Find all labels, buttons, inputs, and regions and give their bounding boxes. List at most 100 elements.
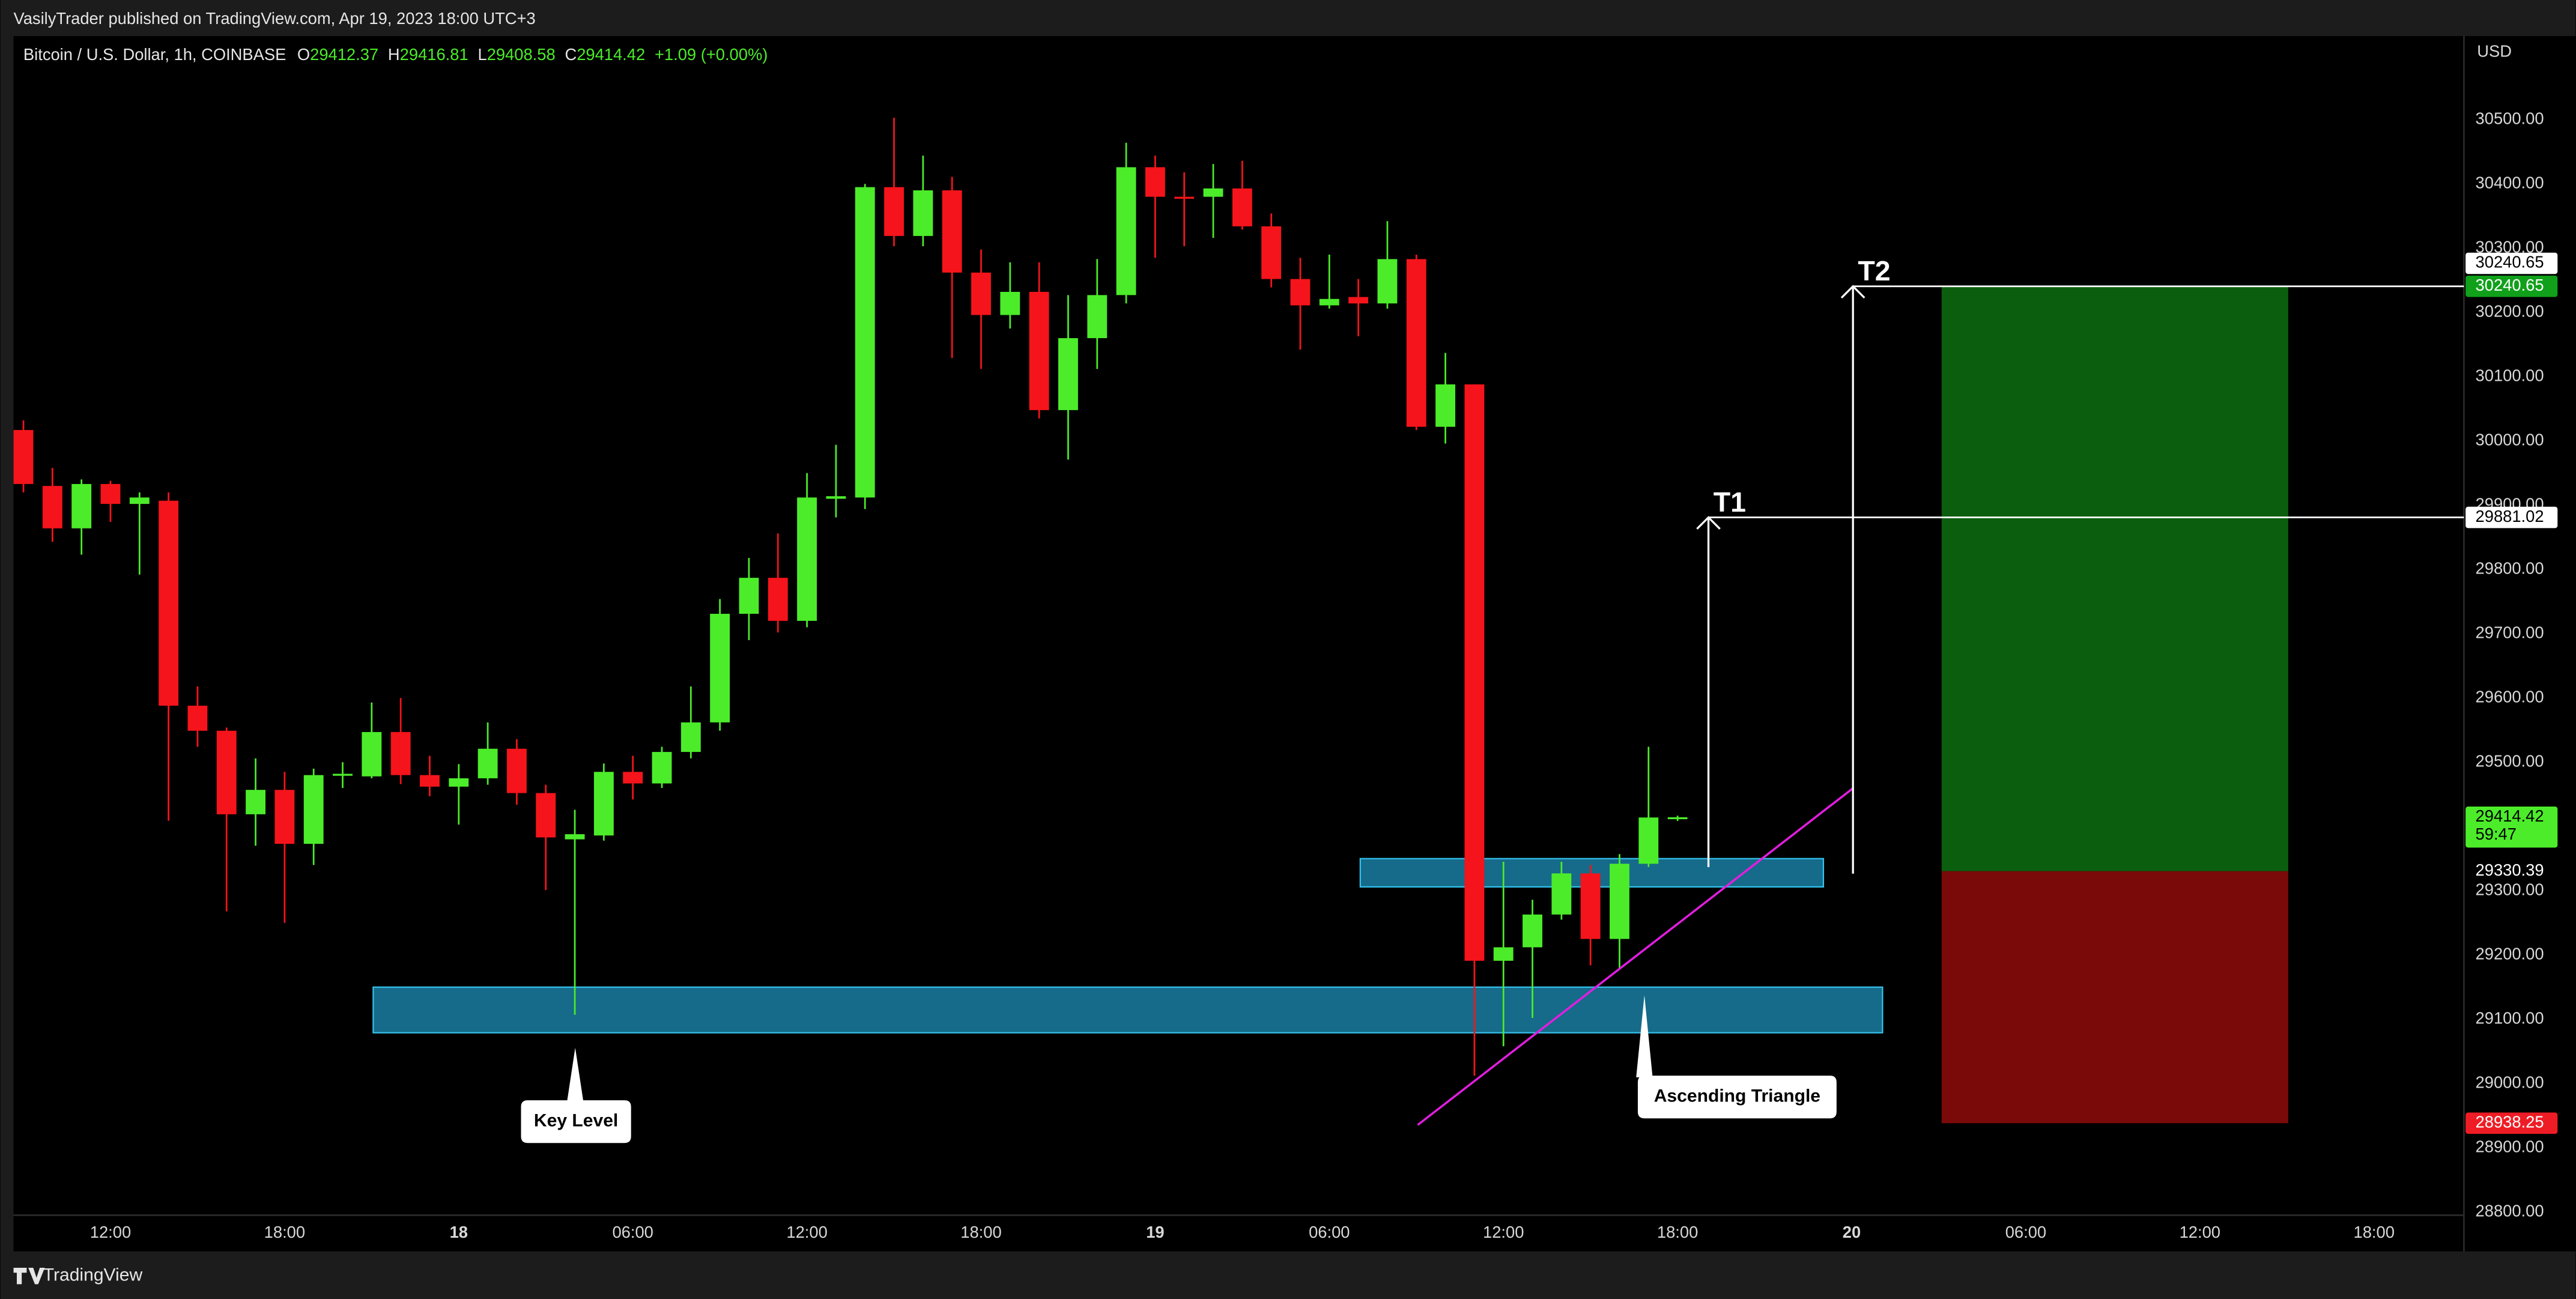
price-tag bbox=[2465, 860, 2558, 882]
x-tick-label: 06:00 bbox=[2005, 1223, 2046, 1241]
candle-body bbox=[1029, 292, 1049, 410]
y-tick-label: 30100.00 bbox=[2476, 366, 2544, 384]
level-label: T2 bbox=[1858, 255, 1890, 286]
callout-text: Ascending Triangle bbox=[1654, 1086, 1820, 1106]
close-value: 29414.42 bbox=[577, 45, 645, 64]
prefix: C bbox=[565, 45, 577, 64]
candle-body bbox=[13, 430, 34, 484]
y-tick-label: 30000.00 bbox=[2476, 430, 2544, 449]
zone bbox=[372, 986, 1884, 1034]
candle-body bbox=[1232, 188, 1252, 226]
candle-body bbox=[449, 778, 469, 787]
published: VasilyTrader published on TradingView.co… bbox=[14, 9, 536, 28]
price-tag bbox=[2465, 252, 2558, 274]
plot bbox=[13, 118, 2464, 1126]
candle-body bbox=[1493, 947, 1514, 961]
y-tick-label: 29600.00 bbox=[2476, 687, 2544, 706]
price-tag-label: 30240.65 bbox=[2476, 253, 2544, 271]
candle-body bbox=[1610, 864, 1629, 939]
x-tick-label: 18:00 bbox=[960, 1223, 1001, 1241]
price-tag bbox=[2465, 1112, 2558, 1134]
level-label: T1 bbox=[1714, 486, 1746, 518]
price-tag bbox=[2465, 275, 2558, 297]
candle-body bbox=[1377, 259, 1398, 304]
candle-body bbox=[1174, 196, 1195, 199]
change: +1.09 (+0.00%) bbox=[655, 45, 768, 64]
candle-body bbox=[1523, 914, 1542, 948]
candle-body bbox=[1145, 167, 1165, 197]
y-tick-label: 29300.00 bbox=[2476, 880, 2544, 898]
candle-body bbox=[1406, 259, 1426, 427]
candle-body bbox=[826, 496, 846, 499]
trendline bbox=[1417, 787, 1854, 1126]
x-tick-label: 20 bbox=[1843, 1223, 1861, 1241]
candle-body bbox=[333, 774, 353, 776]
candle-body bbox=[1638, 817, 1659, 864]
candle-body bbox=[1319, 298, 1339, 306]
price-tag-label: 28938.25 bbox=[2476, 1112, 2544, 1131]
open-value: 29412.37 bbox=[310, 45, 378, 64]
candle-body bbox=[477, 748, 498, 778]
candle-body bbox=[159, 500, 179, 706]
candle-body bbox=[768, 578, 788, 621]
candle-body bbox=[884, 187, 904, 236]
y-tick-label: 29200.00 bbox=[2476, 944, 2544, 963]
candle-body bbox=[390, 731, 411, 775]
x-tick-label: 19 bbox=[1146, 1223, 1164, 1241]
currency: USD bbox=[2477, 42, 2512, 61]
x-tick-label: 06:00 bbox=[612, 1223, 653, 1241]
candle-body bbox=[274, 790, 295, 844]
candle-body bbox=[913, 190, 933, 236]
candle-body bbox=[420, 775, 440, 787]
arrow bbox=[1840, 285, 1865, 874]
price-tag bbox=[2465, 506, 2558, 528]
x-tick-label: 12:00 bbox=[786, 1223, 827, 1241]
logo bbox=[13, 1268, 45, 1285]
candle-body bbox=[855, 187, 875, 498]
candle-body bbox=[42, 486, 62, 528]
low-value: 29408.58 bbox=[487, 45, 556, 64]
candle-body bbox=[797, 497, 817, 621]
candle-body bbox=[1087, 295, 1108, 339]
y-tick-label: 30500.00 bbox=[2476, 109, 2544, 127]
candle-body bbox=[710, 614, 730, 722]
x-tick-label: 18:00 bbox=[264, 1223, 305, 1241]
legend: Bitcoin / U.S. Dollar, 1h, COINBASE O294… bbox=[23, 45, 768, 64]
x-tick-label: 18 bbox=[450, 1223, 468, 1241]
loss-zone bbox=[1941, 871, 2288, 1124]
price-tag-label: 30240.65 bbox=[2476, 276, 2544, 294]
candle-body bbox=[1464, 384, 1485, 961]
price-tag bbox=[2465, 807, 2558, 848]
price-tag-label: 29330.39 bbox=[2476, 861, 2544, 879]
candle-body bbox=[187, 706, 208, 731]
symbol: Bitcoin / U.S. Dollar, 1h, COINBASE bbox=[23, 45, 286, 64]
candle-body bbox=[1261, 226, 1282, 279]
candle-body bbox=[506, 748, 527, 793]
candle-body bbox=[593, 772, 614, 836]
prefix: L bbox=[477, 45, 486, 64]
y-tick-label: 30200.00 bbox=[2476, 301, 2544, 320]
candle-body bbox=[362, 731, 382, 777]
candle-body bbox=[71, 483, 92, 528]
candle-body bbox=[652, 752, 672, 784]
arrow bbox=[1696, 516, 1721, 867]
x-tick-label: 18:00 bbox=[1657, 1223, 1698, 1241]
price-tag-label: 29881.02 bbox=[2476, 507, 2544, 525]
x-tick-label: 18:00 bbox=[2354, 1223, 2395, 1241]
high-value: 29416.81 bbox=[400, 45, 468, 64]
candle-body bbox=[1116, 167, 1136, 295]
y-tick-label: 29700.00 bbox=[2476, 623, 2544, 641]
candle-body bbox=[739, 578, 759, 614]
candle-body bbox=[680, 722, 701, 752]
brand: TradingView bbox=[43, 1265, 143, 1285]
prefix: O bbox=[297, 45, 310, 64]
candle-body bbox=[1058, 338, 1078, 410]
x-tick-label: 12:00 bbox=[2180, 1223, 2220, 1241]
y-tick-label: 29000.00 bbox=[2476, 1073, 2544, 1091]
candle-body bbox=[246, 790, 265, 814]
candle-body bbox=[1551, 873, 1572, 915]
callout bbox=[1636, 995, 1837, 1119]
y-tick-label: 29100.00 bbox=[2476, 1008, 2544, 1027]
